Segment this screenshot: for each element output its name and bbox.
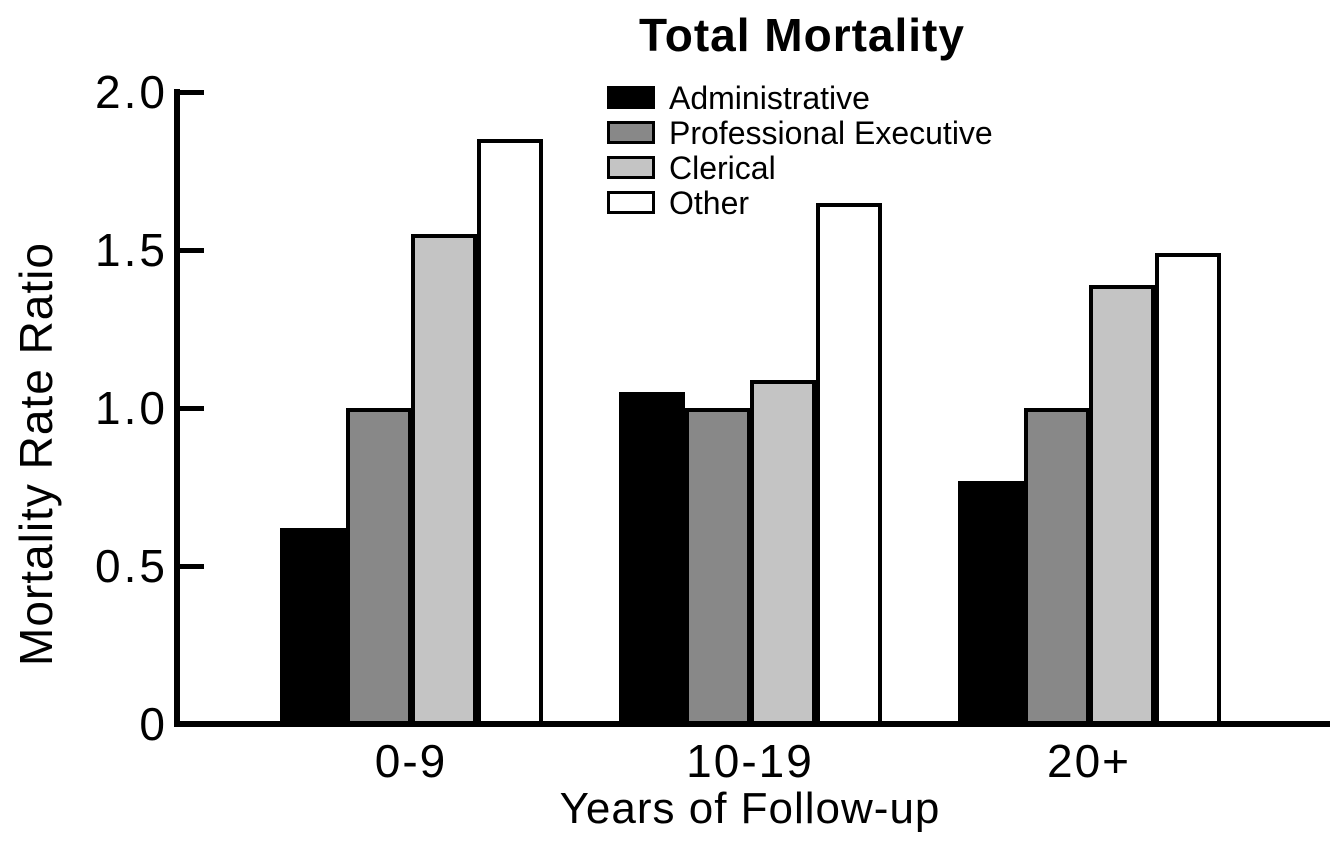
chart-title: Total Mortality bbox=[639, 9, 965, 61]
legend-label-other: Other bbox=[669, 184, 750, 221]
bar-other-10-19 bbox=[815, 202, 882, 725]
legend-swatch-other bbox=[607, 191, 655, 214]
y-tick-label-0.5: 0.5 bbox=[95, 540, 168, 592]
bar-professional-executive-20+ bbox=[1023, 408, 1090, 725]
x-tick-label-10-19: 10-19 bbox=[686, 735, 814, 787]
legend-item-clerical: Clerical bbox=[607, 152, 993, 184]
legend: Administrative Professional Executive Cl… bbox=[607, 82, 993, 226]
legend-label-professional-executive: Professional Executive bbox=[669, 114, 993, 151]
bar-clerical-20+ bbox=[1089, 284, 1155, 725]
legend-item-professional-executive: Professional Executive bbox=[607, 117, 993, 149]
bar-other-0-9 bbox=[476, 139, 543, 725]
legend-swatch-professional-executive bbox=[607, 121, 655, 144]
legend-label-clerical: Clerical bbox=[669, 149, 776, 186]
legend-swatch-administrative bbox=[607, 86, 655, 109]
bar-other-20+ bbox=[1154, 253, 1221, 725]
y-tick-1.5 bbox=[180, 247, 204, 253]
bar-administrative-10-19 bbox=[619, 392, 685, 725]
x-tick-label-0-9: 0-9 bbox=[374, 735, 448, 787]
bar-professional-executive-10-19 bbox=[684, 408, 751, 725]
legend-label-administrative: Administrative bbox=[669, 79, 870, 116]
bar-administrative-0-9 bbox=[280, 528, 346, 725]
y-tick-label-1.5: 1.5 bbox=[95, 224, 168, 276]
x-axis-title: Years of Follow-up bbox=[559, 784, 941, 833]
y-tick-0.5 bbox=[180, 563, 204, 569]
bar-clerical-10-19 bbox=[750, 379, 816, 725]
y-tick-1.0 bbox=[180, 405, 204, 411]
y-tick-label-0: 0 bbox=[139, 698, 168, 750]
bar-administrative-20+ bbox=[958, 480, 1024, 725]
bar-clerical-0-9 bbox=[411, 234, 477, 725]
bar-professional-executive-0-9 bbox=[345, 408, 412, 725]
y-axis-title: Mortality Rate Ratio bbox=[10, 242, 62, 666]
y-tick-label-2.0: 2.0 bbox=[95, 66, 168, 118]
legend-swatch-clerical bbox=[607, 156, 655, 179]
y-tick-label-1.0: 1.0 bbox=[95, 382, 168, 434]
x-tick-label-20+: 20+ bbox=[1046, 735, 1132, 787]
y-tick-2.0 bbox=[180, 89, 204, 95]
legend-item-other: Other bbox=[607, 187, 993, 219]
y-axis-line bbox=[174, 89, 180, 727]
legend-item-administrative: Administrative bbox=[607, 82, 993, 114]
x-axis-line bbox=[174, 721, 1330, 727]
